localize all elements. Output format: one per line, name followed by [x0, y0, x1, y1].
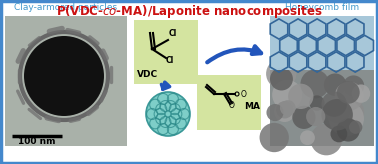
Text: 100 nm: 100 nm [18, 137, 56, 146]
Circle shape [146, 92, 190, 136]
Circle shape [260, 123, 289, 152]
FancyBboxPatch shape [197, 75, 261, 130]
Text: Clay-armored particles: Clay-armored particles [14, 3, 118, 12]
Text: Honeycomb film: Honeycomb film [285, 3, 359, 12]
Circle shape [292, 106, 316, 129]
Circle shape [352, 84, 370, 103]
Circle shape [288, 84, 313, 109]
Circle shape [266, 59, 296, 89]
Circle shape [321, 99, 353, 131]
Circle shape [266, 104, 284, 121]
Circle shape [325, 97, 350, 123]
Circle shape [274, 101, 295, 122]
Circle shape [332, 96, 364, 129]
Circle shape [324, 73, 346, 96]
Circle shape [24, 36, 104, 116]
Circle shape [330, 125, 347, 142]
Circle shape [349, 120, 363, 134]
Text: O: O [229, 101, 235, 110]
Circle shape [343, 75, 364, 97]
Bar [5, 16, 127, 146]
Circle shape [309, 95, 325, 111]
Bar [270, 16, 374, 146]
Circle shape [270, 68, 293, 91]
Circle shape [301, 70, 329, 98]
Circle shape [310, 123, 342, 155]
Circle shape [328, 101, 364, 136]
Circle shape [272, 80, 302, 110]
Text: VDC: VDC [138, 70, 158, 79]
Circle shape [337, 81, 360, 104]
Text: O: O [241, 90, 247, 99]
Circle shape [280, 100, 296, 116]
Bar [5, 16, 127, 146]
Circle shape [300, 130, 315, 145]
Circle shape [306, 107, 325, 126]
FancyBboxPatch shape [134, 20, 198, 84]
Circle shape [322, 92, 347, 117]
Text: Cl: Cl [166, 56, 174, 65]
Text: P(VDC-$\it{co}$-MA)/Laponite nanocomposites: P(VDC-$\it{co}$-MA)/Laponite nanocomposi… [56, 2, 322, 20]
Circle shape [276, 101, 293, 118]
Circle shape [337, 118, 360, 142]
Bar [270, 16, 374, 70]
Text: Cl: Cl [169, 29, 177, 38]
Circle shape [335, 82, 364, 111]
Text: MA: MA [244, 102, 260, 111]
